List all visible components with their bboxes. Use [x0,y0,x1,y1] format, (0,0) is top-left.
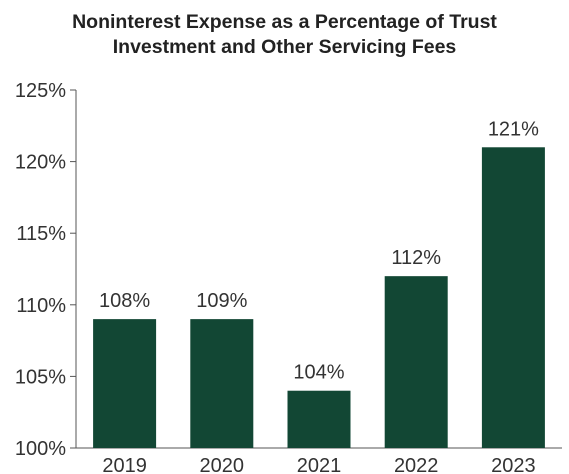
chart-title: Noninterest Expense as a Percentage of T… [0,10,569,60]
x-tick-label: 2020 [200,455,245,474]
bar [93,319,157,448]
y-tick-label: 110% [16,295,66,317]
x-tick-label: 2021 [297,455,342,474]
x-tick-label: 2023 [491,455,536,474]
bar [190,319,254,448]
y-tick-label: 125% [15,80,66,102]
x-tick-label: 2019 [102,455,147,474]
data-label: 104% [293,362,344,384]
bar [384,276,448,448]
data-label: 109% [196,290,247,312]
bar [481,147,545,448]
data-label: 121% [488,118,539,140]
y-tick-label: 115% [16,223,66,245]
bar [287,390,351,448]
chart-title-line-1: Noninterest Expense as a Percentage of T… [72,11,497,33]
data-label: 112% [391,247,441,269]
y-tick-label: 105% [15,366,66,388]
y-tick-label: 100% [15,438,66,460]
x-tick-label: 2022 [394,455,439,474]
y-tick-label: 120% [15,152,66,174]
chart-title-line-2: Investment and Other Servicing Fees [112,36,457,58]
data-label: 108% [99,290,150,312]
